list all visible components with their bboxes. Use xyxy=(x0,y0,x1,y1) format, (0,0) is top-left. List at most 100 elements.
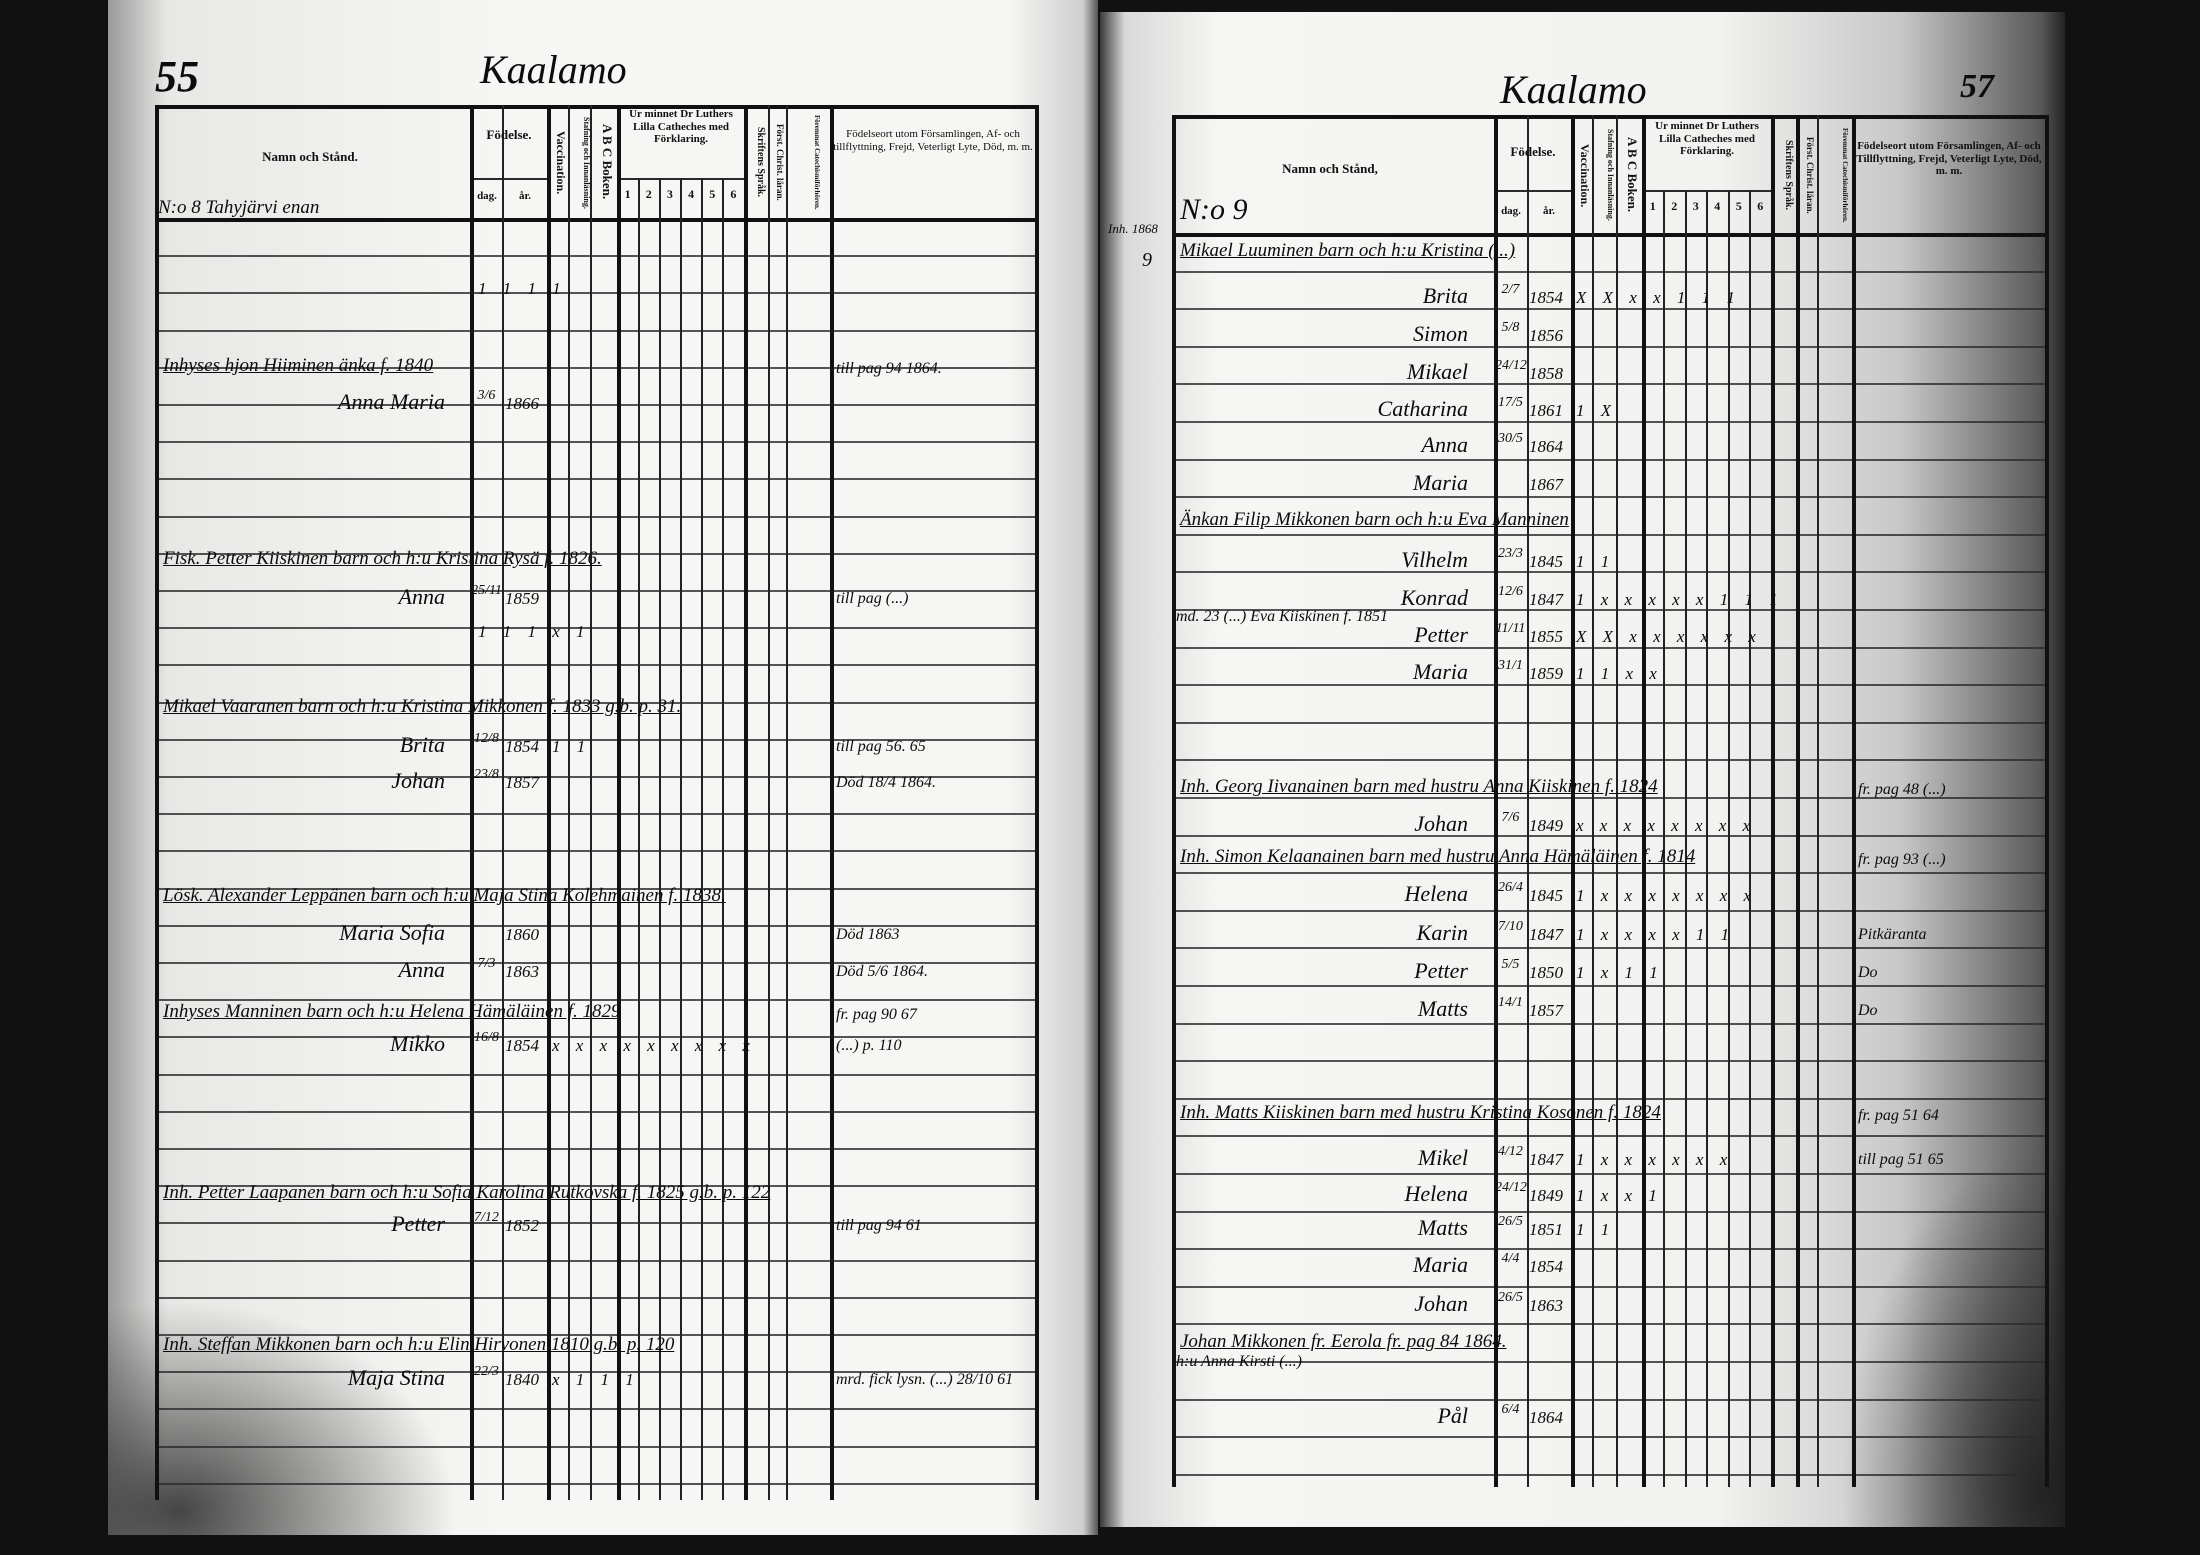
birth-day: 23/8 xyxy=(474,767,499,782)
birth-day: 23/3 xyxy=(1498,546,1523,561)
birth-year: 1866 xyxy=(505,394,539,413)
birth-day: 5/5 xyxy=(1501,957,1520,972)
birth-year: 1845 xyxy=(1529,886,1563,905)
ruled-line xyxy=(1172,684,2045,686)
catechism-col-header: 5 xyxy=(709,187,716,201)
header-name: Namn och Stånd. xyxy=(262,149,358,164)
exam-marks: x 1 1 1 xyxy=(552,1370,640,1389)
remark-note: mrd. fick lysn. (...) 28/10 61 xyxy=(836,1371,1014,1388)
birth-year: 1867 xyxy=(1529,475,1563,494)
column-line xyxy=(1706,190,1708,1487)
ruled-line xyxy=(1172,1436,2045,1438)
birth-year: 1854 xyxy=(1529,288,1563,307)
header-examination: Föremmat Catechismiförhören. xyxy=(1841,127,1849,223)
column-line xyxy=(1035,105,1039,1500)
remark-note: till pag 56. 65 xyxy=(836,738,926,755)
column-line xyxy=(1749,190,1751,1487)
birth-year: 1855 xyxy=(1529,627,1563,646)
ruled-line xyxy=(1172,1399,2045,1401)
catechism-col-header: 6 xyxy=(730,187,737,201)
column-line xyxy=(1616,115,1618,1487)
remark-note: fr. pag 93 (...) xyxy=(1858,851,1946,868)
ruled-line xyxy=(155,1334,1035,1336)
ruled-line xyxy=(1172,797,2045,799)
ruled-line xyxy=(1172,1098,2045,1100)
person-name: Konrad xyxy=(1400,585,1468,610)
ruled-line xyxy=(1172,346,2045,348)
header-catechism: Ur minnet Dr Luthers Lilla Catheches med… xyxy=(629,108,733,146)
parish-title: Kaalamo xyxy=(480,47,627,92)
ruled-line xyxy=(1172,1286,2045,1288)
column-line xyxy=(1796,115,1800,1487)
ruled-line xyxy=(155,1222,1035,1224)
ruled-line xyxy=(1172,947,2045,949)
birth-day: 4/12 xyxy=(1498,1144,1523,1159)
person-name: Mikael xyxy=(1406,359,1468,384)
birth-year: 1852 xyxy=(505,1216,539,1235)
person-name: Vilhelm xyxy=(1401,547,1468,572)
person-name: Catharina xyxy=(1377,396,1468,421)
birth-day: 7/12 xyxy=(474,1210,499,1225)
column-line xyxy=(1817,115,1819,1487)
exam-marks: 1 1 x x xyxy=(1576,664,1663,683)
person-name: Helena xyxy=(1404,1181,1468,1206)
exam-marks: 1 1 xyxy=(1576,1220,1616,1239)
remark-note: (...) p. 110 xyxy=(836,1037,902,1054)
ruled-line xyxy=(155,1297,1035,1299)
ruled-line xyxy=(1172,571,2045,573)
remark-note: fr. pag 90 67 xyxy=(836,1006,917,1023)
person-name: Anna Maria xyxy=(338,389,445,414)
ruled-line xyxy=(155,664,1035,666)
ruled-line xyxy=(1172,421,2045,423)
column-line xyxy=(568,105,570,1500)
column-line xyxy=(155,105,159,1500)
ruled-line xyxy=(155,292,1035,294)
column-line xyxy=(547,105,551,1500)
person-name: Anna xyxy=(1421,432,1468,457)
catechism-col-header: 2 xyxy=(645,187,652,201)
person-name: Brita xyxy=(399,732,445,757)
column-line xyxy=(1642,115,1646,1487)
ruled-line xyxy=(155,1371,1035,1373)
birth-year: 1849 xyxy=(1529,1186,1563,1205)
household-head-text: Mikael Vaaranen barn och h:u Kristina Mi… xyxy=(163,696,682,717)
header-year: år. xyxy=(518,190,532,202)
ruled-line xyxy=(1172,872,2045,874)
ruled-line xyxy=(155,962,1035,964)
exam-marks: 1 x x x x x 1 1 1 xyxy=(1576,590,1784,609)
ruled-line xyxy=(155,553,1035,555)
exam-marks: 1 1 1 x 1 xyxy=(478,622,591,641)
column-line xyxy=(659,178,661,1500)
person-name: Mikel xyxy=(1417,1145,1468,1170)
ruled-line xyxy=(155,627,1035,629)
column-line xyxy=(1571,115,1575,1487)
birth-year: 1854 xyxy=(505,1036,539,1055)
ruled-line xyxy=(1172,308,2045,310)
ruled-line xyxy=(155,1483,1035,1485)
remark-note: Död 18/4 1864. xyxy=(836,774,936,791)
margin-number: 9 xyxy=(1142,249,1152,271)
birth-year: 1849 xyxy=(1529,816,1563,835)
household-number: N:o 8 Tahyjärvi enan xyxy=(158,197,320,218)
household-head-text: Fisk. Petter Kiiskinen barn och h:u Kris… xyxy=(163,548,602,569)
parish-title: Kaalamo xyxy=(1500,67,1647,112)
ruled-line xyxy=(155,1074,1035,1076)
column-line xyxy=(1172,115,1176,1487)
birth-day: 26/4 xyxy=(1498,880,1523,895)
remark-note: Död 1863 xyxy=(836,926,900,943)
person-name: Maja Stina xyxy=(347,1365,445,1390)
ruled-line xyxy=(155,702,1035,704)
margin-note: Inh. 1868 xyxy=(1108,221,1158,236)
remark-note: till pag (...) xyxy=(836,590,909,607)
birth-subheader-rule xyxy=(1494,190,1571,192)
household-head-text: Inh. Simon Kelaanainen barn med hustru A… xyxy=(1180,846,1696,867)
person-name: Petter xyxy=(1414,958,1468,983)
column-line xyxy=(1592,115,1594,1487)
exam-marks: 1 1 xyxy=(1576,552,1616,571)
birth-day: 7/3 xyxy=(477,956,496,971)
column-line xyxy=(786,105,788,1500)
header-abc: A B C Boken. xyxy=(600,124,615,200)
entry-note: md. 23 (...) Eva Kiiskinen f. 1851 xyxy=(1176,608,1388,625)
header-catechism: Ur minnet Dr Luthers Lilla Catheches med… xyxy=(1655,120,1759,158)
header-name: Namn och Stånd, xyxy=(1282,161,1378,176)
